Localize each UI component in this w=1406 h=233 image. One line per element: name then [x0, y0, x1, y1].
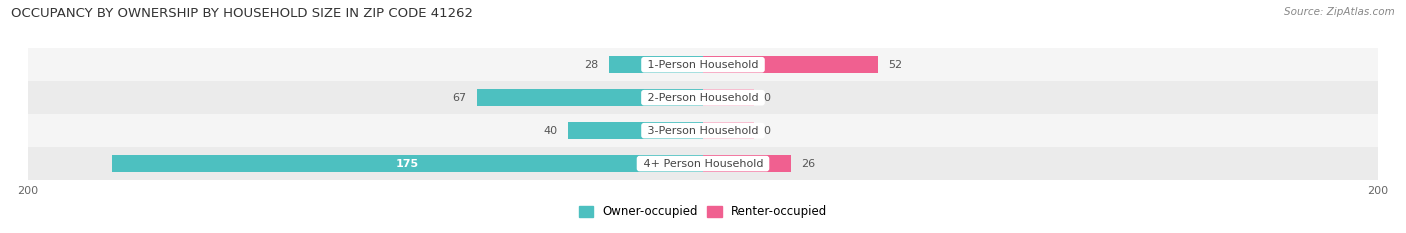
Text: 0: 0	[763, 126, 770, 136]
Bar	[28, 147, 1378, 180]
Text: 26: 26	[801, 159, 815, 169]
Bar	[112, 155, 703, 172]
Legend: Owner-occupied, Renter-occupied: Owner-occupied, Renter-occupied	[574, 201, 832, 223]
Text: OCCUPANCY BY OWNERSHIP BY HOUSEHOLD SIZE IN ZIP CODE 41262: OCCUPANCY BY OWNERSHIP BY HOUSEHOLD SIZE…	[11, 7, 474, 20]
Text: 28: 28	[583, 60, 599, 70]
Bar	[703, 56, 879, 73]
Text: 3-Person Household: 3-Person Household	[644, 126, 762, 136]
Bar	[703, 89, 754, 106]
Text: 40: 40	[544, 126, 558, 136]
Text: 4+ Person Household: 4+ Person Household	[640, 159, 766, 169]
Bar	[703, 122, 754, 139]
Text: 2-Person Household: 2-Person Household	[644, 93, 762, 103]
Bar	[28, 48, 1378, 81]
Bar	[609, 56, 703, 73]
Text: 1-Person Household: 1-Person Household	[644, 60, 762, 70]
Text: 0: 0	[763, 93, 770, 103]
Text: Source: ZipAtlas.com: Source: ZipAtlas.com	[1284, 7, 1395, 17]
Bar	[28, 114, 1378, 147]
Bar	[28, 81, 1378, 114]
Text: 52: 52	[889, 60, 903, 70]
Text: 67: 67	[453, 93, 467, 103]
Text: 175: 175	[396, 159, 419, 169]
Bar	[568, 122, 703, 139]
Bar	[477, 89, 703, 106]
Bar	[703, 155, 790, 172]
